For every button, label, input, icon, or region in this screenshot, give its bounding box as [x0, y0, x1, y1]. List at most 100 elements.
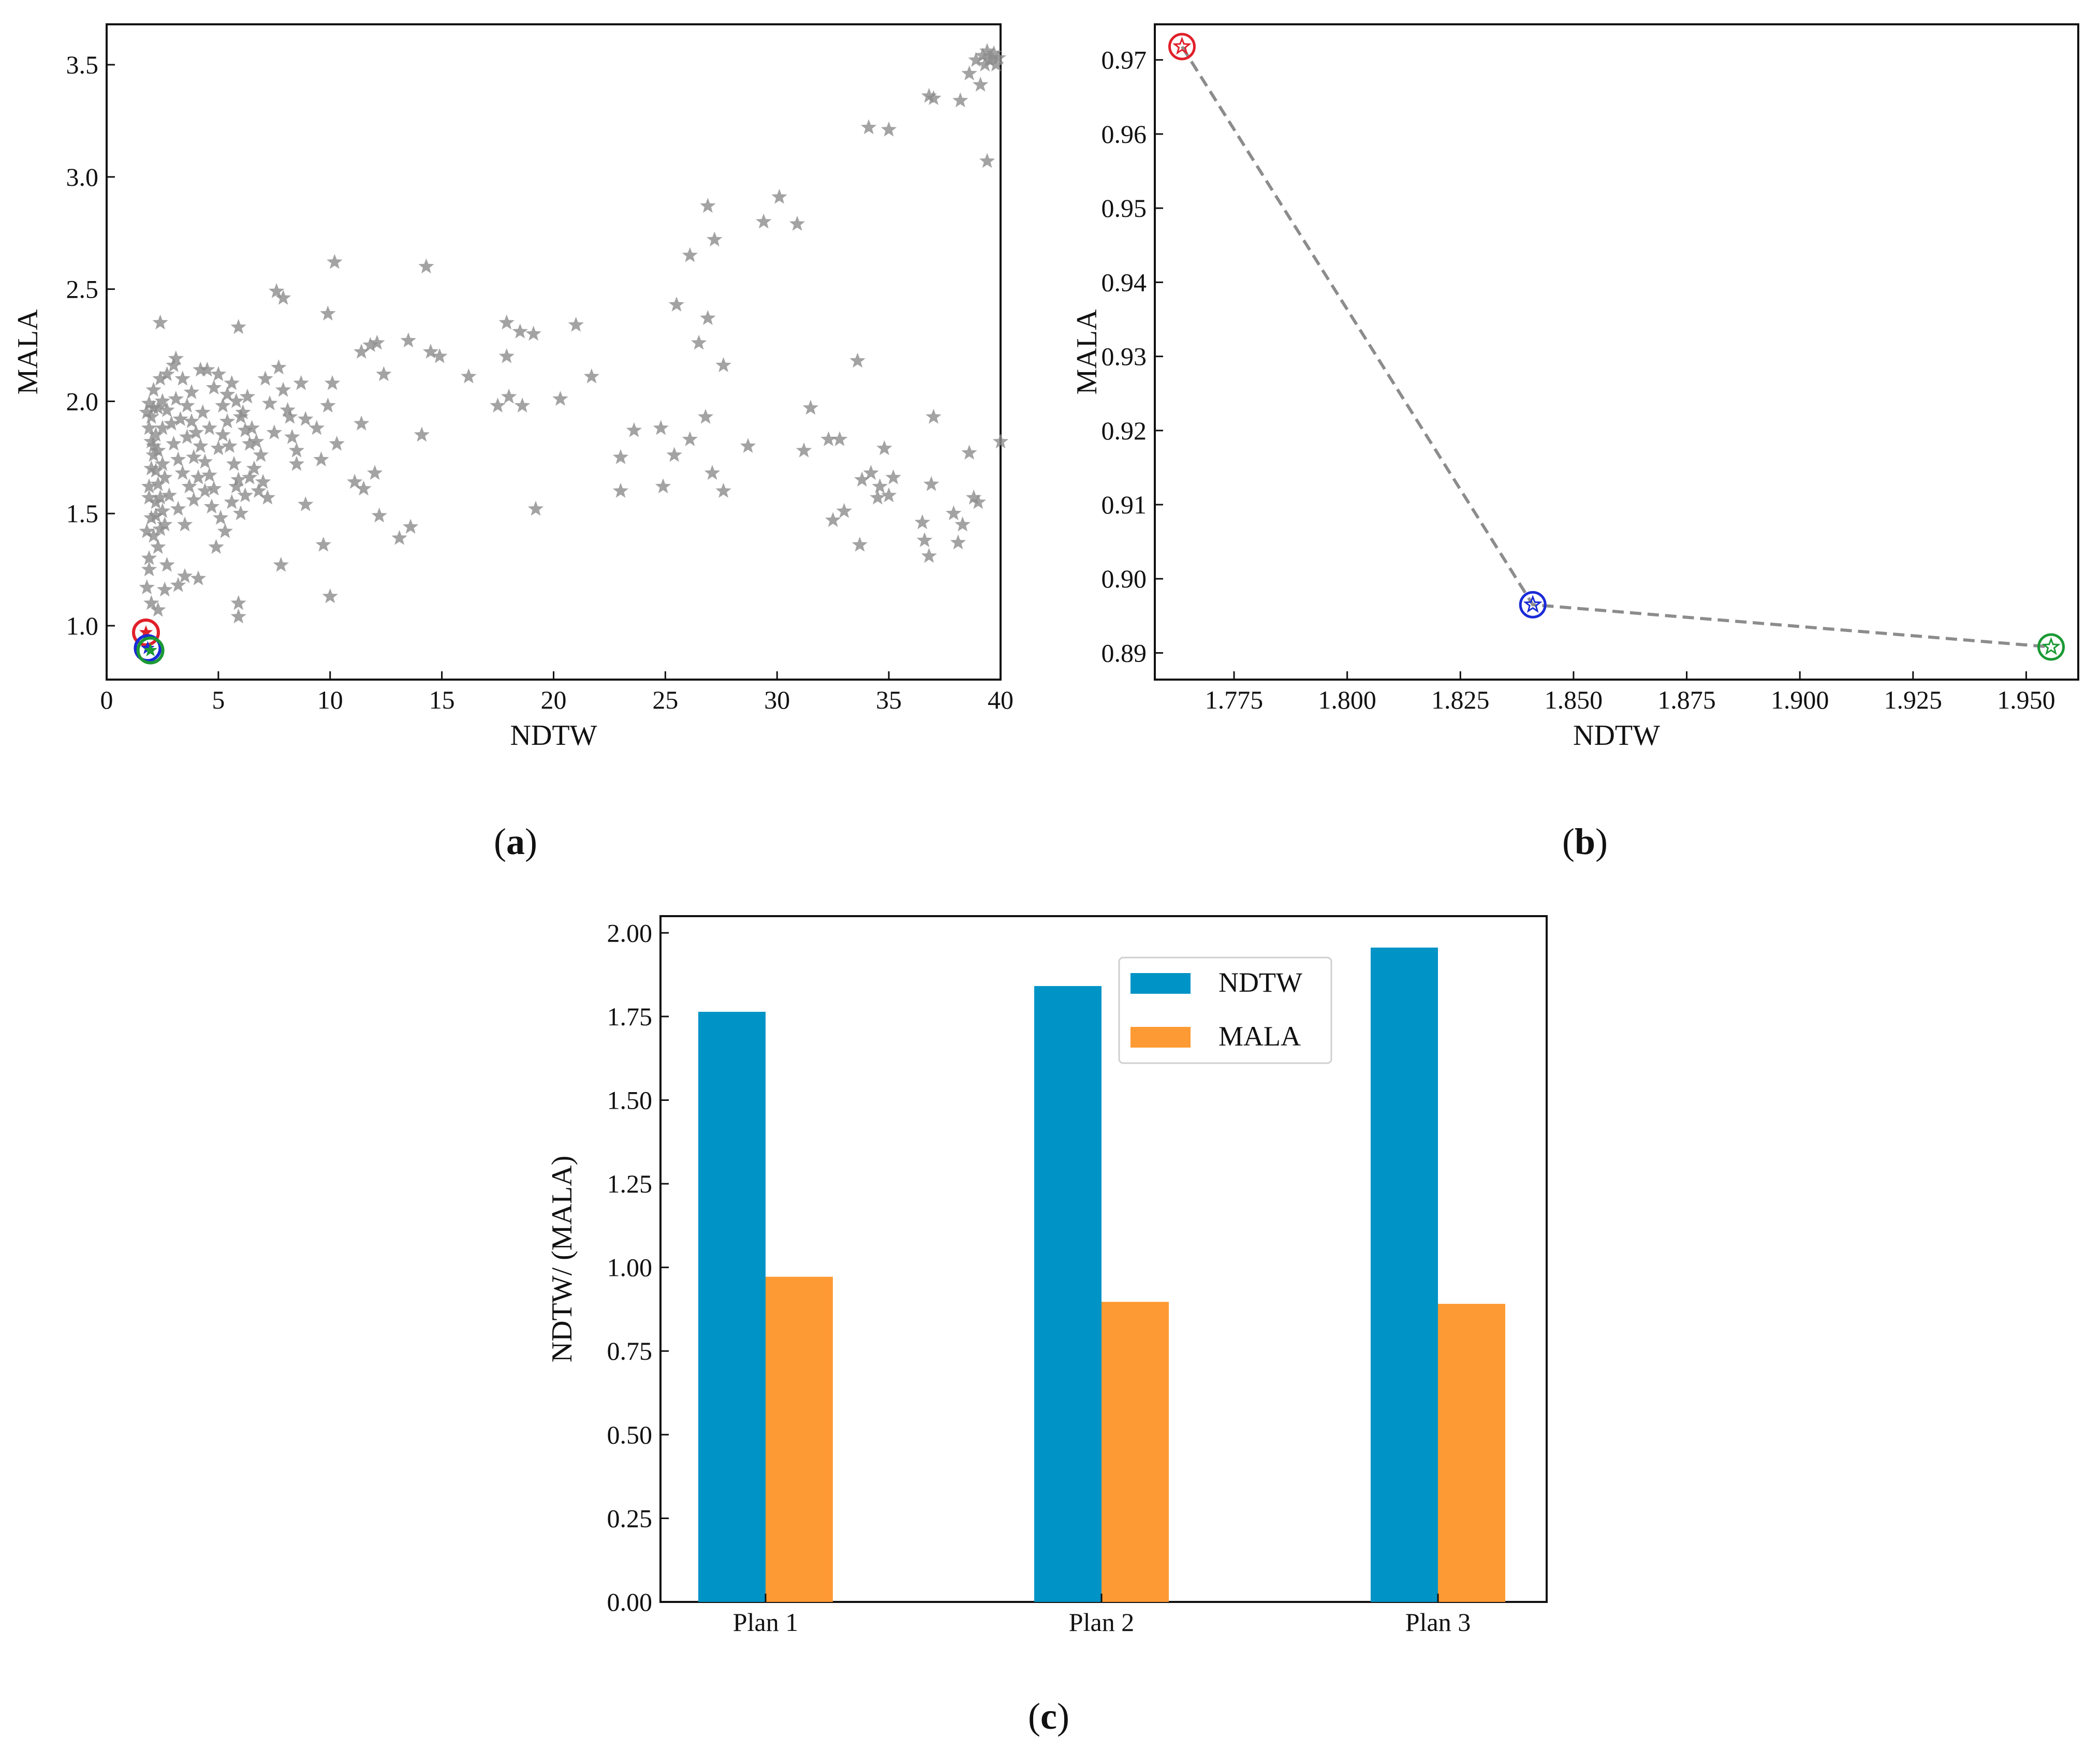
scatter-star-point [612, 482, 629, 498]
scatter-star-point [666, 447, 682, 462]
y-tick-label: 0.97 [1102, 46, 1147, 75]
scatter-star-point [972, 77, 989, 92]
scatter-star-point [143, 460, 159, 476]
scatter-star-point [414, 426, 430, 442]
scatter-star-point [498, 348, 515, 363]
panel-caption: (c) [1028, 1696, 1069, 1737]
scatter-star-point [498, 314, 515, 330]
scatter-star-point [208, 539, 224, 554]
scatter-star-point [552, 391, 568, 406]
highlight-point-ring [134, 634, 162, 663]
scatter-star-point [203, 498, 220, 514]
scatter-star-point [154, 420, 171, 435]
y-tick-label: 0.75 [607, 1336, 653, 1365]
scatter-star-point [921, 87, 937, 103]
scatter-star-point [183, 384, 200, 399]
panel-caption: (a) [494, 821, 537, 862]
y-tick-label: 0.91 [1102, 490, 1147, 519]
scatter-star-point [190, 469, 207, 484]
y-tick-label: 0.92 [1102, 416, 1147, 445]
scatter-star-point [700, 198, 716, 213]
y-tick-label: 0.89 [1102, 638, 1147, 667]
scatter-star-point [273, 556, 289, 572]
panel-a-scatter: 0 5 10 15 20 25 30 35 40 1.0 1.5 2.0 2.5 3.0 3.5 NDTW MA… [12, 23, 1014, 862]
legend-label: NDTW [1218, 967, 1302, 998]
scatter-star-point [583, 368, 600, 384]
legend-swatch [1130, 1027, 1191, 1048]
x-tick-label: 1.800 [1318, 685, 1376, 714]
scatter-star-point [831, 431, 848, 446]
scatter-star-point [356, 480, 372, 496]
scatter-star-point [210, 366, 227, 381]
scatter-star-point [970, 494, 986, 509]
scatter-star-point [568, 317, 584, 332]
scatter-star-point [228, 393, 244, 408]
scatter-star-point [139, 523, 155, 538]
y-tick-label: 1.5 [66, 499, 99, 528]
scatter-star-point [230, 319, 246, 334]
scatter-star-point [150, 539, 166, 554]
highlight-point-star [143, 643, 157, 656]
scatter-star-point [950, 534, 966, 550]
x-category-label: Plan 3 [1405, 1608, 1471, 1637]
panel-caption: (b) [1562, 821, 1608, 862]
scatter-star-point [836, 503, 852, 518]
scatter-star-point [159, 402, 175, 417]
y-tick-label: 0.96 [1102, 120, 1147, 149]
scatter-star-point [369, 334, 385, 350]
scatter-star-point [237, 487, 253, 503]
scatter-star-point [195, 404, 211, 419]
scatter-star-point [181, 478, 197, 494]
x-tick-label: 1.850 [1545, 685, 1603, 714]
scatter-star-point [975, 47, 991, 63]
y-axis-label: MALA [12, 309, 44, 394]
y-tick-label: 0.00 [607, 1587, 653, 1616]
scatter-star-point [251, 482, 267, 498]
scatter-star-point [990, 50, 1006, 65]
bar-ndtw [698, 1011, 766, 1602]
y-tick-label: 0.95 [1102, 194, 1147, 223]
scatter-star-point [354, 344, 370, 359]
scatter-star-point [157, 516, 173, 532]
scatter-star-point [825, 512, 841, 527]
caption-letter: b [1575, 821, 1595, 862]
scatter-star-point [914, 514, 931, 529]
x-tick-label: 15 [429, 685, 455, 714]
scatter-star-point [235, 404, 251, 419]
scatter-star-point [262, 395, 278, 410]
scatter-star-point [968, 52, 984, 67]
scatter-star-point [329, 435, 345, 451]
scatter-star-point [422, 344, 439, 359]
scatter-star-point [284, 429, 300, 444]
scatter-star-point [391, 529, 407, 545]
scatter-star-point [244, 420, 260, 435]
scatter-star-point [141, 478, 157, 494]
scatter-star-point [682, 431, 698, 446]
scatter-star-point [206, 379, 222, 395]
y-tick-label: 2.00 [607, 918, 653, 947]
scatter-star-point [154, 455, 171, 471]
scatter-star-point [257, 371, 273, 386]
y-tick-label: 1.25 [607, 1169, 653, 1198]
dashed-trade-off-line [1180, 46, 2051, 649]
scatter-star-point [150, 601, 166, 617]
scatter-star-point [802, 400, 819, 415]
scatter-star-point [219, 386, 236, 402]
scatter-star-point [215, 426, 231, 442]
scatter-star-point [854, 472, 870, 487]
highlight-point-ring [131, 618, 160, 646]
y-tick-label: 0.90 [1102, 564, 1147, 593]
scatter-star-point [700, 310, 716, 325]
scatter-star-point [141, 420, 157, 435]
line-point-ring [2037, 633, 2065, 661]
highlight-point-star [139, 625, 153, 639]
scatter-star-point [275, 289, 291, 305]
scatter-star-point [876, 440, 892, 455]
scatter-star-point [188, 424, 204, 439]
scatter-star-point [157, 581, 173, 597]
scatter-star-point [756, 213, 772, 229]
scatter-star-point [851, 536, 868, 552]
scatter-star-point [177, 568, 193, 583]
scatter-star-point [166, 357, 182, 372]
line-point-star [1172, 36, 1192, 55]
